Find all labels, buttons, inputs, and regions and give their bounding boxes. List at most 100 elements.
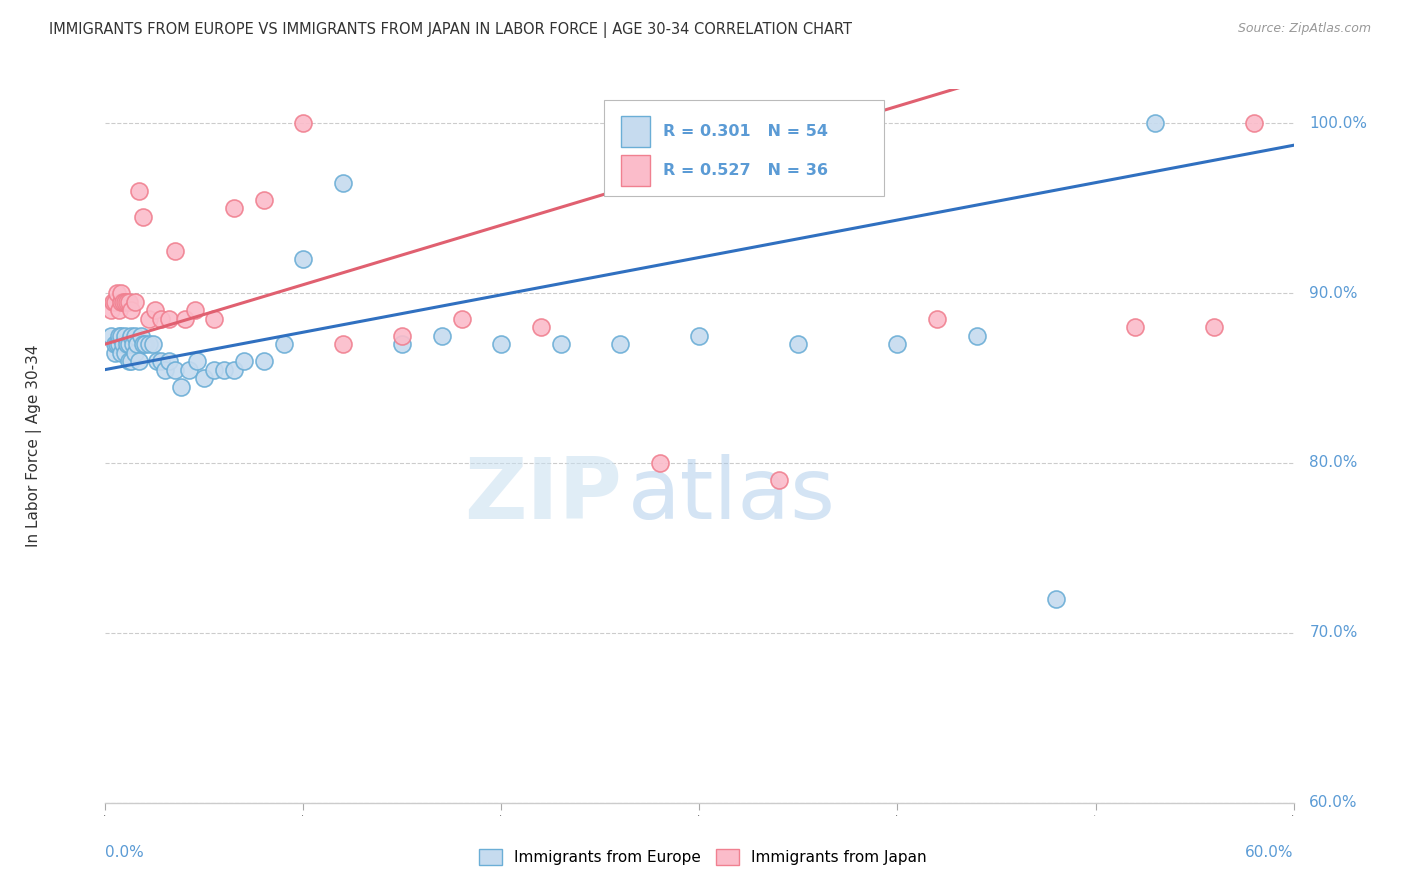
- Legend: Immigrants from Europe, Immigrants from Japan: Immigrants from Europe, Immigrants from …: [472, 843, 934, 871]
- Point: [112, 294, 135, 309]
- Text: 100.0%: 100.0%: [1309, 116, 1368, 131]
- Point: [202, 362, 225, 376]
- Point: [108, 303, 131, 318]
- Point: [128, 184, 150, 198]
- Point: [128, 354, 150, 368]
- Point: [110, 294, 132, 309]
- Point: [103, 294, 125, 309]
- Point: [124, 294, 146, 309]
- Point: [120, 303, 142, 318]
- Point: [127, 337, 149, 351]
- Text: atlas: atlas: [628, 454, 837, 538]
- Point: [224, 362, 246, 376]
- Point: [115, 294, 138, 309]
- Point: [110, 286, 132, 301]
- Point: [202, 311, 225, 326]
- Point: [163, 362, 186, 376]
- Point: [122, 337, 145, 351]
- Text: IMMIGRANTS FROM EUROPE VS IMMIGRANTS FROM JAPAN IN LABOR FORCE | AGE 30-34 CORRE: IMMIGRANTS FROM EUROPE VS IMMIGRANTS FRO…: [49, 22, 852, 38]
- Point: [157, 354, 180, 368]
- Point: [120, 354, 142, 368]
- Point: [193, 371, 215, 385]
- Point: [115, 337, 138, 351]
- Point: [118, 354, 141, 368]
- Point: [104, 294, 127, 309]
- Point: [648, 456, 671, 470]
- Point: [146, 354, 169, 368]
- Point: [292, 116, 315, 130]
- Point: [430, 328, 453, 343]
- Point: [104, 345, 127, 359]
- Point: [138, 337, 160, 351]
- Point: [787, 337, 810, 351]
- Point: [157, 311, 180, 326]
- Text: 0.0%: 0.0%: [105, 846, 145, 860]
- Point: [132, 337, 155, 351]
- Point: [450, 311, 472, 326]
- Point: [108, 337, 131, 351]
- Point: [966, 328, 988, 343]
- Point: [1204, 320, 1226, 334]
- Point: [253, 193, 276, 207]
- Point: [1045, 591, 1067, 606]
- Point: [233, 354, 256, 368]
- Text: Source: ZipAtlas.com: Source: ZipAtlas.com: [1237, 22, 1371, 36]
- Point: [120, 328, 142, 343]
- Point: [332, 176, 354, 190]
- Point: [214, 362, 236, 376]
- Point: [253, 354, 276, 368]
- FancyBboxPatch shape: [621, 116, 650, 147]
- Point: [491, 337, 513, 351]
- Point: [105, 286, 128, 301]
- Point: [134, 337, 156, 351]
- Point: [768, 473, 790, 487]
- Point: [224, 201, 246, 215]
- Text: In Labor Force | Age 30-34: In Labor Force | Age 30-34: [27, 344, 42, 548]
- Point: [142, 337, 165, 351]
- Point: [183, 303, 205, 318]
- Point: [177, 362, 200, 376]
- Text: R = 0.301   N = 54: R = 0.301 N = 54: [662, 124, 828, 139]
- Point: [124, 328, 146, 343]
- Point: [273, 337, 295, 351]
- Point: [114, 294, 136, 309]
- Point: [114, 328, 136, 343]
- Point: [149, 354, 172, 368]
- FancyBboxPatch shape: [621, 155, 650, 186]
- Text: 80.0%: 80.0%: [1309, 456, 1358, 470]
- Point: [138, 311, 160, 326]
- Point: [108, 328, 131, 343]
- Point: [149, 311, 172, 326]
- Point: [129, 328, 152, 343]
- Point: [170, 379, 193, 393]
- Text: ZIP: ZIP: [464, 454, 623, 538]
- Point: [550, 337, 572, 351]
- Text: R = 0.527   N = 36: R = 0.527 N = 36: [662, 163, 828, 178]
- Text: 60.0%: 60.0%: [1309, 796, 1358, 810]
- Point: [118, 294, 141, 309]
- Point: [100, 328, 122, 343]
- FancyBboxPatch shape: [605, 100, 883, 196]
- Point: [1123, 320, 1146, 334]
- Point: [1143, 116, 1166, 130]
- Point: [391, 328, 413, 343]
- Text: 70.0%: 70.0%: [1309, 625, 1358, 640]
- Point: [173, 311, 195, 326]
- Point: [886, 337, 908, 351]
- Point: [110, 328, 132, 343]
- Point: [1243, 116, 1265, 130]
- Point: [530, 320, 553, 334]
- Point: [391, 337, 413, 351]
- Point: [118, 337, 141, 351]
- Point: [143, 303, 166, 318]
- Point: [132, 210, 155, 224]
- Point: [332, 337, 354, 351]
- Point: [104, 337, 127, 351]
- Point: [292, 252, 315, 266]
- Point: [925, 311, 948, 326]
- Point: [186, 354, 208, 368]
- Point: [105, 337, 128, 351]
- Text: 60.0%: 60.0%: [1246, 846, 1294, 860]
- Point: [110, 345, 132, 359]
- Point: [609, 337, 631, 351]
